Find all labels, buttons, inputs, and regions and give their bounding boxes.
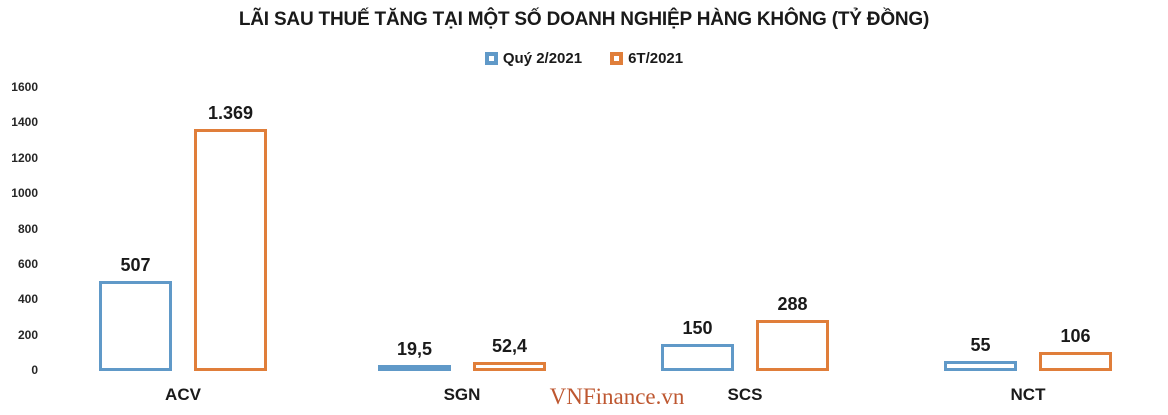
bar-acv-series-0 [99,281,172,371]
chart-title: LÃI SAU THUẾ TĂNG TẠI MỘT SỐ DOANH NGHIỆ… [238,9,930,30]
y-axis-tick-label: 800 [17,221,38,236]
y-axis-tick-label: 1200 [11,150,38,165]
value-label-sgn-series-0: 19,5 [396,339,433,359]
value-label-acv-series-1: 1.369 [207,102,254,123]
category-label-sgn: SGN [443,385,481,404]
value-label-acv-series-0: 507 [120,255,151,276]
category-label-nct: NCT [1010,385,1046,404]
bar-acv-series-1 [194,128,267,371]
legend-item-series-1: 6T/2021 [610,50,683,67]
chart-legend: Quý 2/2021 6T/2021 [0,50,1168,67]
category-label-acv: ACV [165,385,201,404]
value-label-nct-series-1: 106 [1060,326,1091,347]
bar-nct-series-1 [1039,352,1112,371]
y-axis-tick-label: 1600 [11,80,38,94]
y-axis-tick-label: 1400 [11,115,38,130]
y-axis-tick-label: 200 [17,327,38,342]
legend-label: Quý 2/2021 [502,50,583,67]
legend-swatch-icon [610,52,624,65]
category-label-scs: SCS [727,385,763,404]
legend-label: 6T/2021 [628,50,684,67]
value-label-nct-series-0: 55 [970,335,991,356]
bar-sgn-series-1 [473,361,546,371]
watermark: VNFinance.vn [549,384,685,409]
y-axis-tick-label: 400 [17,292,38,307]
bar-sgn-series-0 [378,365,451,371]
legend-swatch-icon [484,52,498,65]
bar-scs-series-0 [661,344,734,371]
y-axis-tick-label: 0 [31,363,38,377]
value-label-scs-series-0: 150 [682,318,713,339]
bar-scs-series-1 [756,320,829,371]
value-label-scs-series-1: 288 [777,294,808,315]
y-axis-tick-label: 1000 [11,186,38,201]
bar-nct-series-0 [944,361,1017,371]
legend-item-series-0: Quý 2/2021 [484,50,583,67]
y-axis-tick-label: 600 [17,256,38,271]
value-label-sgn-series-1: 52,4 [491,335,528,356]
